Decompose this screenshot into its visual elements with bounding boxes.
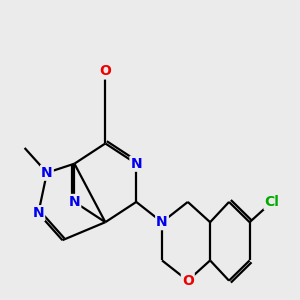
Text: Cl: Cl [265, 195, 279, 209]
Text: N: N [41, 166, 53, 180]
Text: O: O [182, 274, 194, 288]
Text: N: N [32, 206, 44, 220]
Text: O: O [99, 64, 111, 79]
Text: N: N [130, 157, 142, 171]
Text: N: N [156, 215, 168, 229]
Text: N: N [69, 195, 80, 209]
